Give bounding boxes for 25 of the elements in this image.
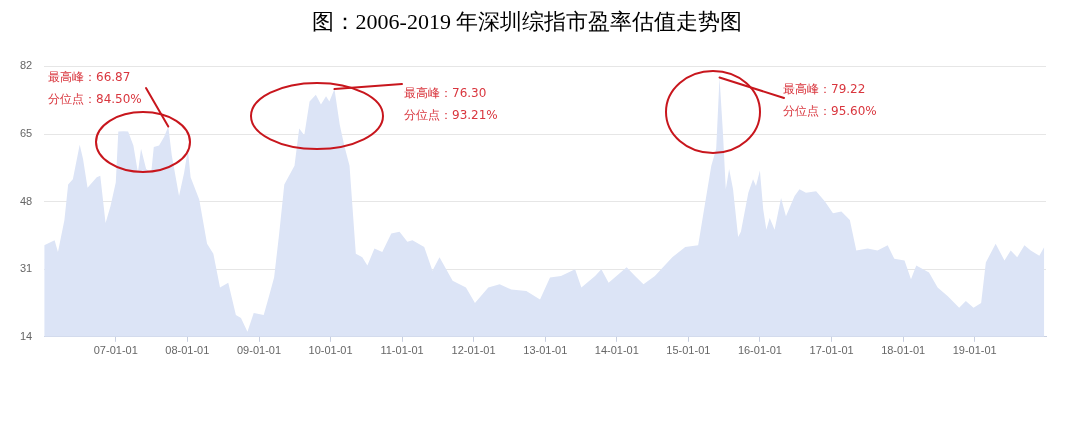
x-tick-label: 15-01-01 (666, 344, 711, 357)
x-tick-label: 12-01-01 (451, 344, 496, 357)
y-tick-label: 82 (19, 59, 33, 72)
annotation: 最高峰：66.87 (48, 70, 131, 85)
chart-title: 图：2006-2019 年深圳综指市盈率估值走势图 (311, 8, 743, 34)
x-tick-label: 14-01-01 (594, 344, 639, 357)
x-tick-label: 09-01-01 (236, 344, 282, 357)
x-tick-label: 11-01-01 (380, 344, 424, 357)
annotation: 分位点：95.60% (783, 104, 877, 119)
x-tick-label: 07-01-01 (93, 344, 138, 357)
x-tick-label: 10-01-01 (308, 344, 353, 357)
y-tick-label: 31 (19, 262, 33, 275)
x-tick-label: 13-01-01 (523, 344, 568, 357)
annotation: 分位点：84.50% (48, 92, 142, 107)
x-tick-label: 08-01-01 (165, 344, 210, 357)
annotation: 分位点：93.21% (404, 108, 498, 123)
annotation: 最高峰：79.22 (783, 82, 866, 97)
y-tick-label: 48 (19, 194, 33, 207)
y-tick-label: 14 (19, 329, 33, 342)
y-tick-label: 65 (19, 127, 33, 140)
x-tick-label: 17-01-01 (809, 344, 854, 357)
x-tick-label: 18-01-01 (881, 344, 926, 357)
x-tick-label: 19-01-01 (952, 344, 997, 357)
x-tick-label: 16-01-01 (737, 344, 782, 357)
annotation: 最高峰：76.30 (404, 86, 487, 101)
